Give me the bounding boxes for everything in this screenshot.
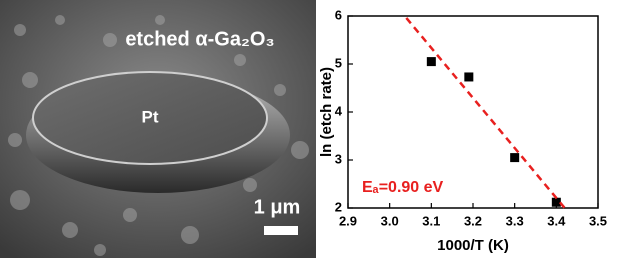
sample-label: etched α-Ga₂O₃ — [125, 28, 274, 50]
y-tick-label: 5 — [335, 55, 342, 70]
x-tick-label: 2.9 — [339, 213, 357, 228]
y-tick-label: 4 — [335, 103, 343, 118]
x-tick-label: 3.4 — [547, 213, 566, 228]
x-tick-label: 3.3 — [506, 213, 524, 228]
y-axis-title: ln (etch rate) — [318, 67, 335, 157]
x-tick-label: 3.1 — [422, 213, 440, 228]
y-tick-label: 2 — [335, 199, 342, 214]
y-tick-label: 3 — [335, 151, 342, 166]
micrograph: etched α-Ga₂O₃ Pt 1 μm — [0, 0, 316, 258]
data-point — [552, 198, 561, 207]
x-axis-title: 1000/T (K) — [437, 237, 509, 254]
data-point — [510, 153, 519, 162]
data-point — [427, 57, 436, 66]
scale-bar-label: 1 μm — [254, 196, 301, 218]
y-tick-label: 6 — [335, 7, 342, 22]
figure: etched α-Ga₂O₃ Pt 1 μm 2.9 3.0 3.1 3.2 3.3 3.… — [0, 0, 619, 258]
data-point — [464, 72, 473, 81]
scale-bar — [264, 226, 298, 235]
x-tick-label: 3.2 — [464, 213, 482, 228]
disc-label: Pt — [142, 107, 159, 126]
x-tick-label: 3.0 — [381, 213, 399, 228]
annotation: Eₐ=0.90 eV — [362, 179, 444, 196]
x-tick-label: 3.5 — [589, 213, 607, 228]
